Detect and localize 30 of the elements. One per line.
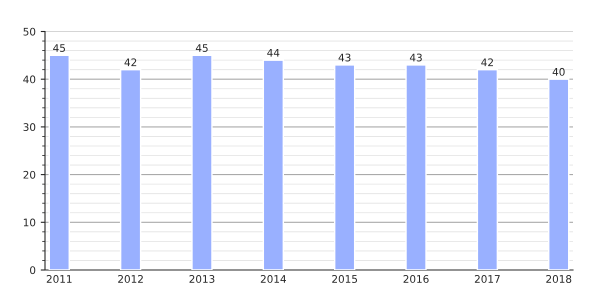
y-tick-label: 50 (24, 28, 36, 36)
data-label: 42 (124, 58, 136, 66)
x-tick-label: 2011 (46, 275, 72, 283)
y-tick-label: 40 (23, 75, 36, 84)
y-tick-label: 30 (24, 123, 36, 132)
bar (120, 68, 142, 270)
x-tick-label: 2016 (404, 275, 429, 283)
x-tick-label: 2012 (118, 275, 143, 283)
data-label: 43 (410, 54, 422, 62)
data-label: 43 (338, 54, 350, 62)
data-label: 42 (481, 58, 493, 66)
y-tick-label: 10 (24, 218, 36, 226)
data-label: 44 (267, 48, 280, 57)
x-tick-label: 2017 (474, 275, 500, 283)
bar (191, 54, 213, 270)
bar (548, 78, 570, 270)
y-tick-label: 0 (30, 266, 36, 274)
bar (334, 64, 356, 270)
bar (48, 54, 70, 270)
data-label: 45 (53, 44, 65, 52)
x-tick-label: 2018 (546, 275, 572, 283)
data-label: 40 (552, 68, 565, 76)
bar (262, 59, 284, 270)
bar (405, 64, 427, 270)
x-tick-label: 2015 (332, 275, 358, 283)
x-tick-label: 2014 (260, 275, 286, 283)
data-label: 45 (196, 44, 208, 52)
x-tick-label: 2013 (189, 275, 214, 283)
y-tick-label: 20 (23, 170, 36, 179)
bar (476, 68, 498, 270)
